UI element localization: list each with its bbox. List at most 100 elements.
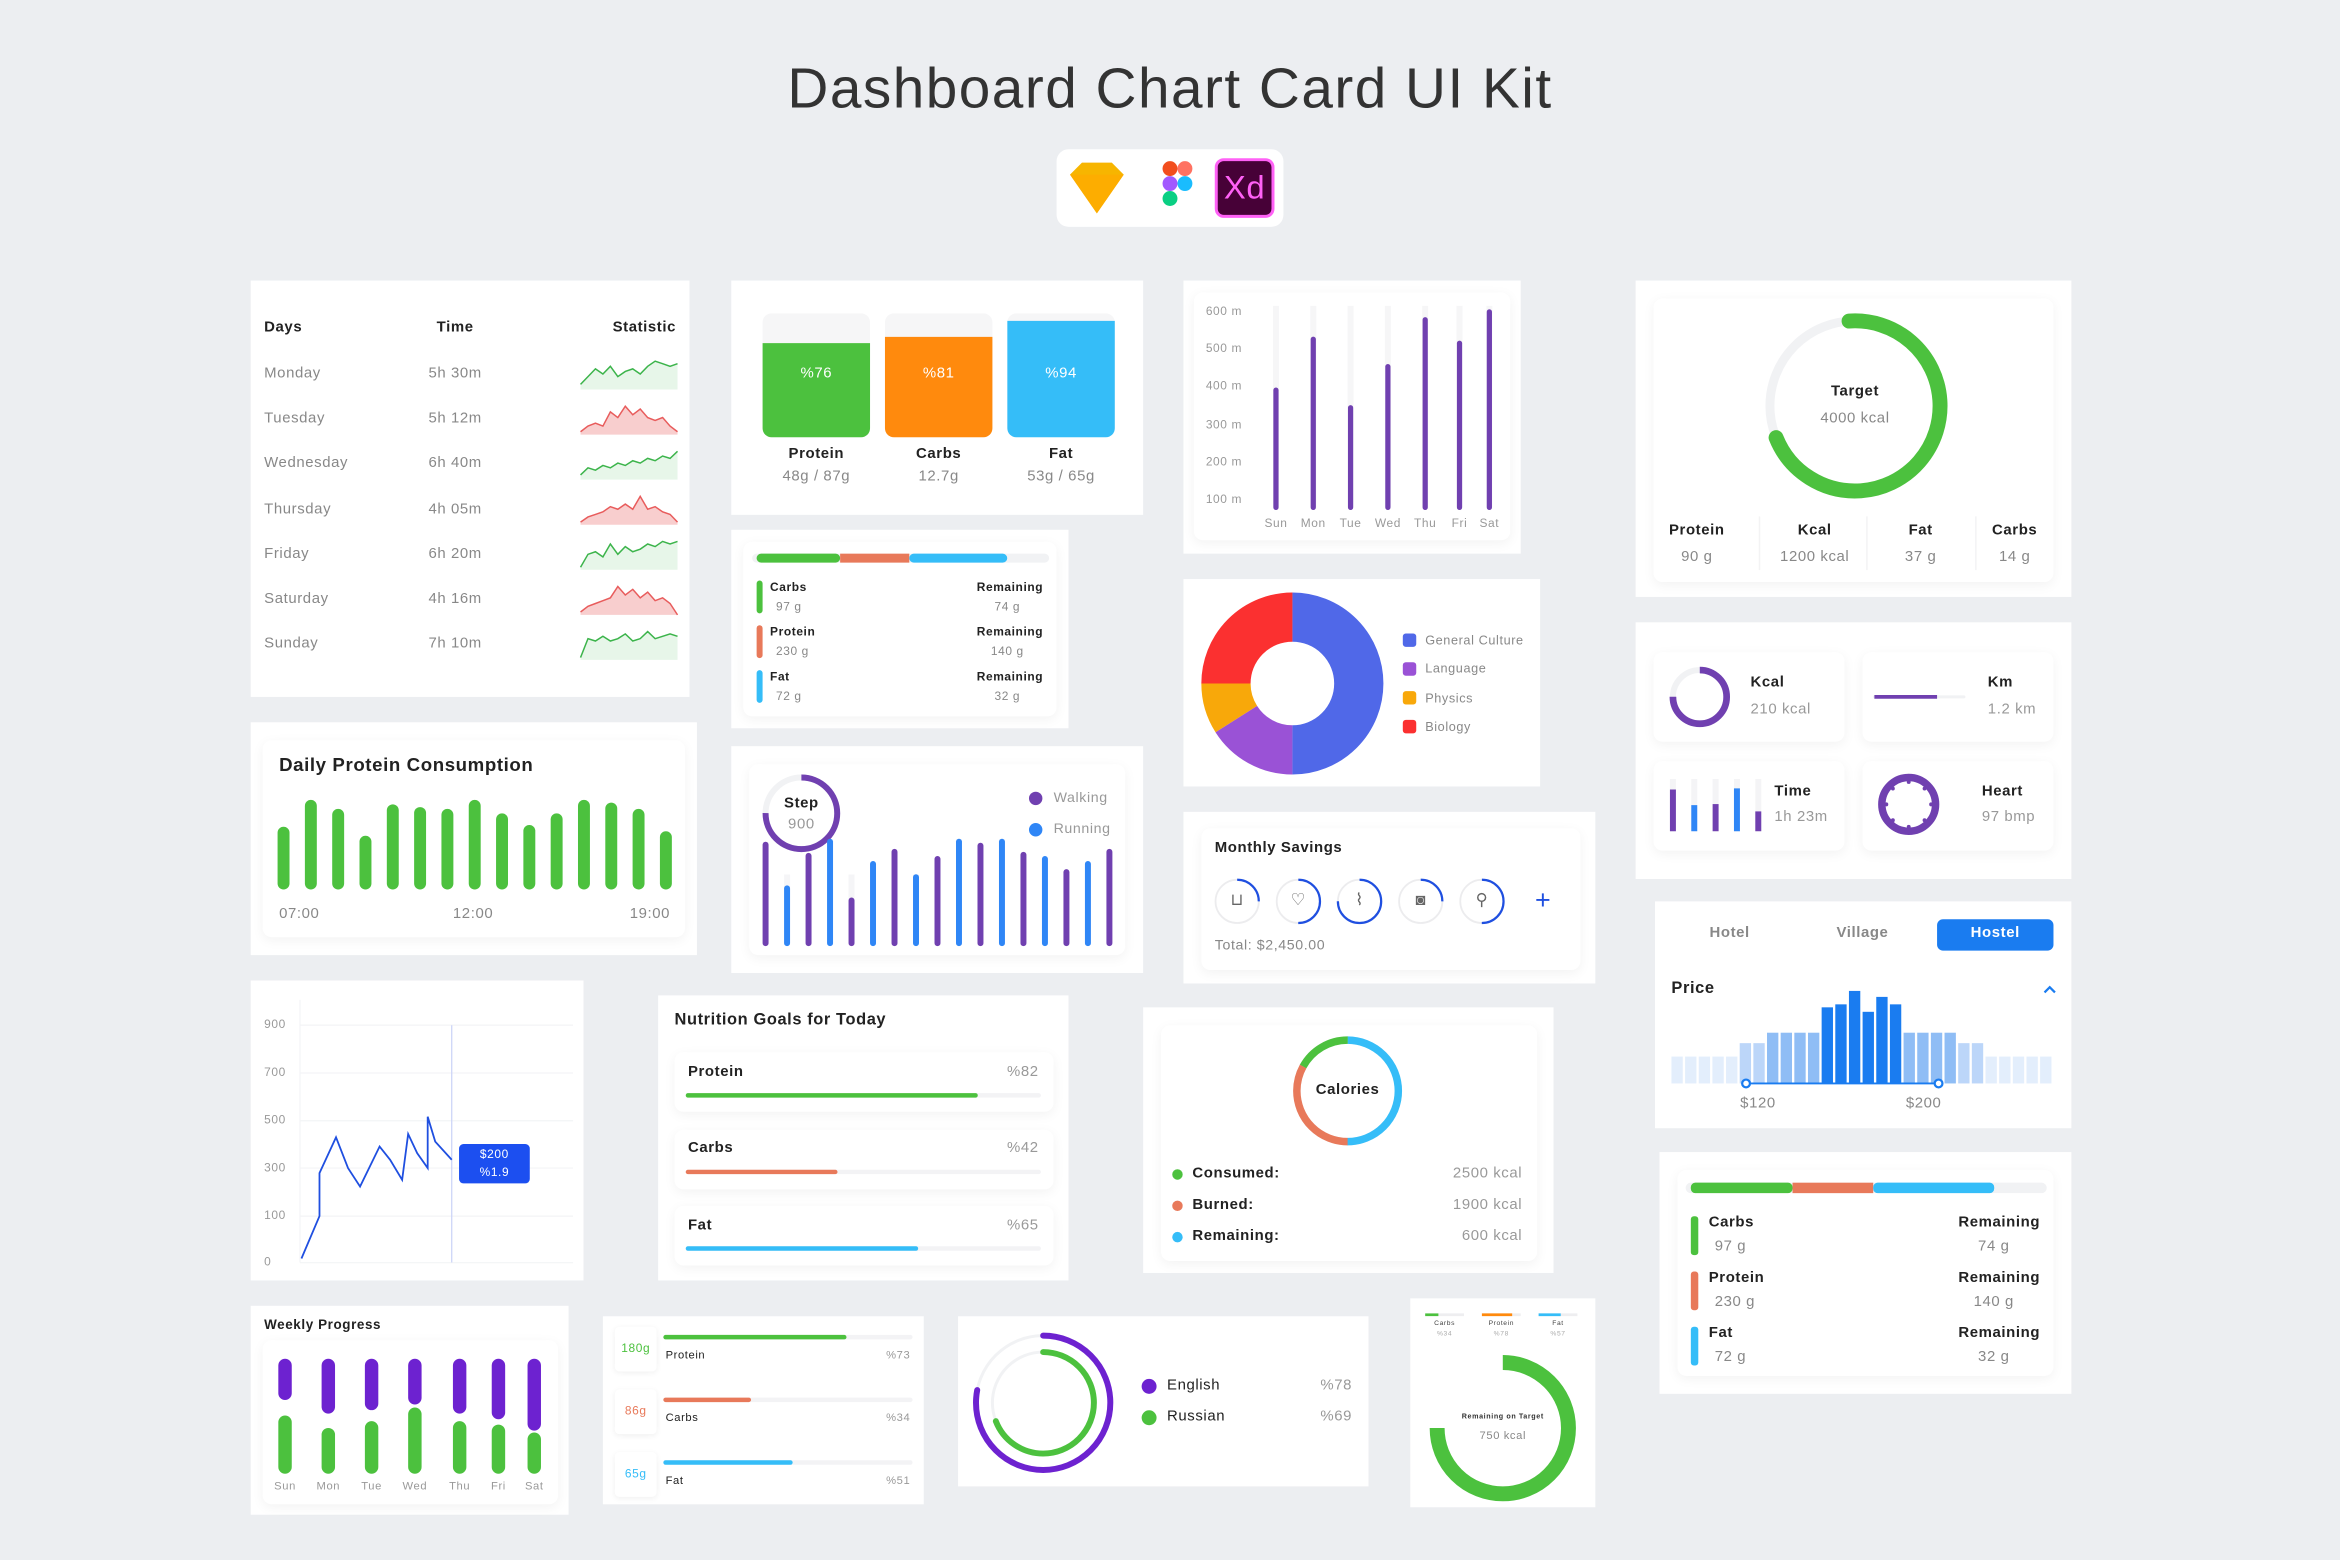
add-saving-button[interactable]: + <box>1534 884 1552 915</box>
gram-amount-box <box>614 1389 657 1435</box>
remaining-target-value: 750 kcal <box>1479 1428 1527 1442</box>
shopping-bag-icon[interactable]: ⊔ <box>1230 891 1244 910</box>
tab-hostel-active-bg <box>1937 919 2054 951</box>
gram-amount-box <box>614 1452 657 1497</box>
gram-label: Carbs <box>665 1410 699 1425</box>
user-icon[interactable]: ⚲ <box>1475 891 1489 910</box>
remaining-value: 140 g <box>990 644 1024 659</box>
macro-value: 53g / 65g <box>1027 468 1095 486</box>
macro-value: 72 g <box>776 689 802 703</box>
inner-panel <box>1653 298 2054 583</box>
x-tick-label: 19:00 <box>629 905 671 923</box>
row-day: Thursday <box>264 500 332 518</box>
legend-label: Physics <box>1425 689 1474 705</box>
subjects-donut-card <box>1183 579 1541 787</box>
calories-label: Burned: <box>1192 1196 1254 1214</box>
legend-walking: Walking <box>1053 789 1108 807</box>
x-tick-label: Mon <box>316 1479 341 1493</box>
goal-panel <box>674 1052 1054 1112</box>
macro-value: 97 g <box>776 599 802 614</box>
macro-label: Fat <box>1048 446 1074 463</box>
legend-label: General Culture <box>1425 632 1524 648</box>
tab-hotel[interactable]: Hotel <box>1709 925 1750 942</box>
price-title: Price <box>1671 979 1715 998</box>
y-tick-label: 300 m <box>1205 417 1242 431</box>
macro-value: 48g / 87g <box>782 468 851 486</box>
x-tick-label: 12:00 <box>452 905 494 923</box>
row-day: Friday <box>264 545 310 563</box>
goal-label: Carbs <box>687 1140 734 1158</box>
remaining-label: Remaining <box>976 625 1044 639</box>
gram-percent: %34 <box>886 1410 911 1425</box>
row-day: Wednesday <box>264 455 349 473</box>
calories-label: Consumed: <box>1192 1165 1280 1182</box>
kcal-label: Kcal <box>1750 674 1785 691</box>
legend-running: Running <box>1053 821 1111 838</box>
y-tick-label: 500 m <box>1205 342 1242 356</box>
activity-tile-km <box>1862 652 2054 742</box>
inner-panel <box>1161 1025 1538 1262</box>
macro-name: Carbs <box>1708 1214 1755 1232</box>
macro-value: 12.7g <box>918 468 959 486</box>
remaining-value: 32 g <box>1978 1349 2010 1366</box>
macro-name: Fat <box>770 670 790 684</box>
row-time: 4h 05m <box>428 500 482 518</box>
remaining-label: Remaining <box>976 580 1044 594</box>
row-time: 6h 20m <box>428 545 482 563</box>
camera-icon[interactable]: ◙ <box>1415 891 1426 910</box>
target-stat-value: 1200 kcal <box>1780 549 1850 566</box>
remaining-label: Remaining <box>976 670 1044 684</box>
calories-value: 1900 kcal <box>1452 1196 1523 1214</box>
row-day: Monday <box>264 365 321 383</box>
remaining-label: Remaining <box>1958 1325 2041 1342</box>
time-label: Time <box>1774 783 1812 800</box>
remaining-value: 140 g <box>1973 1293 2014 1311</box>
macro-percent: %94 <box>1045 365 1077 383</box>
y-tick-label: 100 <box>264 1208 286 1223</box>
y-tick-label: 400 m <box>1205 379 1242 394</box>
x-tick-label: Mon <box>1300 516 1326 530</box>
mini-percent: %34 <box>1436 1329 1453 1337</box>
tab-hostel[interactable]: Hostel <box>1970 925 2020 942</box>
macro-percent: %81 <box>922 365 955 383</box>
calories-value: 600 kcal <box>1461 1228 1523 1245</box>
row-day: Tuesday <box>264 410 326 428</box>
gram-percent: %73 <box>886 1347 911 1362</box>
remaining-label: Remaining <box>1958 1214 2041 1232</box>
goal-panel <box>674 1129 1054 1190</box>
y-tick-label: 200 m <box>1205 454 1242 469</box>
language-percent: %69 <box>1320 1408 1353 1426</box>
gram-label: Protein <box>665 1347 706 1362</box>
step-value: 900 <box>788 816 815 833</box>
macro-value: 230 g <box>776 644 809 659</box>
language-label: Russian <box>1167 1408 1226 1426</box>
target-stat-value: 90 g <box>1681 549 1713 566</box>
gram-amount-box <box>614 1326 657 1372</box>
goal-panel <box>674 1205 1054 1266</box>
macro-percent: %76 <box>800 365 833 383</box>
macro-name: Protein <box>1708 1269 1765 1287</box>
legend-label: Language <box>1425 661 1487 677</box>
gram-percent: %51 <box>886 1473 911 1487</box>
row-time: 7h 10m <box>428 636 482 653</box>
macro-name: Protein <box>770 625 816 639</box>
heart-label: Heart <box>1981 783 2023 800</box>
y-tick-label: 700 <box>264 1065 286 1079</box>
mini-percent: %78 <box>1493 1329 1509 1337</box>
row-time: 5h 30m <box>428 365 482 383</box>
price-max-label: $200 <box>1905 1095 1942 1112</box>
target-stat-label: Protein <box>1669 522 1725 539</box>
heart-icon[interactable]: ♡ <box>1290 891 1307 910</box>
activity-tile-kcal <box>1653 652 1845 742</box>
x-tick-label: Wed <box>1374 516 1401 530</box>
y-tick-label: 600 m <box>1205 304 1242 318</box>
price-min-label: $120 <box>1740 1095 1776 1112</box>
target-stat-label: Carbs <box>1992 522 2038 539</box>
activity-icon[interactable]: ⌇ <box>1355 891 1364 910</box>
remaining-value: 74 g <box>994 599 1021 614</box>
step-label: Step <box>784 795 819 812</box>
row-time: 6h 40m <box>428 455 482 473</box>
mini-label: Fat <box>1552 1318 1564 1327</box>
tab-village[interactable]: Village <box>1836 925 1889 942</box>
